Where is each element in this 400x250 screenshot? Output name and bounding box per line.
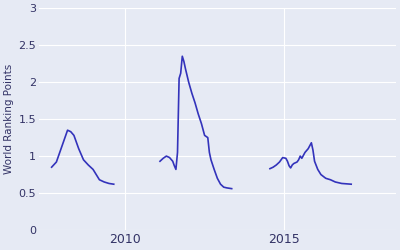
Y-axis label: World Ranking Points: World Ranking Points bbox=[4, 64, 14, 174]
